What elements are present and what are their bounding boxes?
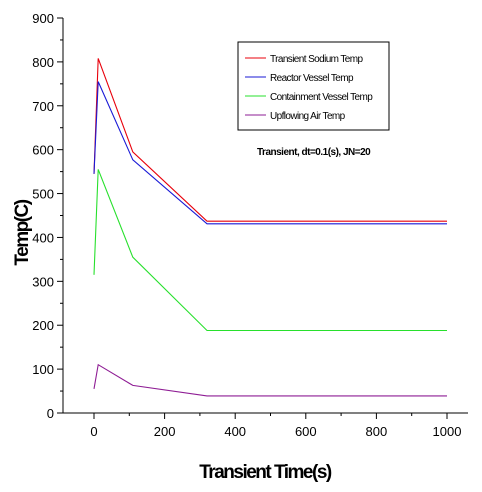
series-line-reactor-vessel-temp — [93, 81, 447, 225]
legend-label: Reactor Vessel Temp — [270, 73, 354, 84]
chart-annotation: Transient, dt=0.1(s), JN=20 — [257, 147, 371, 158]
x-tick-label: 800 — [366, 424, 388, 439]
y-tick-label: 600 — [32, 143, 54, 158]
x-tick-label: 200 — [154, 424, 176, 439]
series-line-containment-vessel-temp — [93, 169, 447, 332]
y-axis-title: Temp(C) — [12, 199, 33, 265]
y-tick-label: 900 — [32, 11, 54, 26]
series-line-upflowing-air-temp — [93, 363, 447, 397]
x-tick-label: 1000 — [433, 424, 462, 439]
axes: 0 100 200 300 400 500 600 700 800 900 0 200 400 600 80… — [32, 11, 468, 439]
x-tick-label: 400 — [224, 424, 246, 439]
legend-label: Transient Sodium Temp — [270, 54, 363, 65]
y-tick-label: 200 — [32, 318, 54, 333]
x-tick-label: 0 — [90, 424, 97, 439]
y-tick-label: 500 — [32, 187, 54, 202]
x-tick-label: 600 — [295, 424, 317, 439]
series-lines — [93, 58, 447, 397]
legend-label: Upflowing Air Temp — [270, 111, 346, 122]
y-tick-label: 400 — [32, 230, 54, 245]
series-line-transient-sodium-temp — [93, 58, 447, 222]
legend: Transient Sodium Temp Reactor Vessel Temp… — [237, 41, 390, 131]
y-tick-label: 0 — [47, 406, 54, 421]
x-axis-title: Transient Time(s) — [199, 462, 332, 483]
y-tick-label: 800 — [32, 55, 54, 70]
y-tick-label: 100 — [32, 362, 54, 377]
y-tick-label: 300 — [32, 274, 54, 289]
y-tick-label: 700 — [32, 99, 54, 114]
legend-label: Containment Vessel Temp — [270, 92, 373, 103]
